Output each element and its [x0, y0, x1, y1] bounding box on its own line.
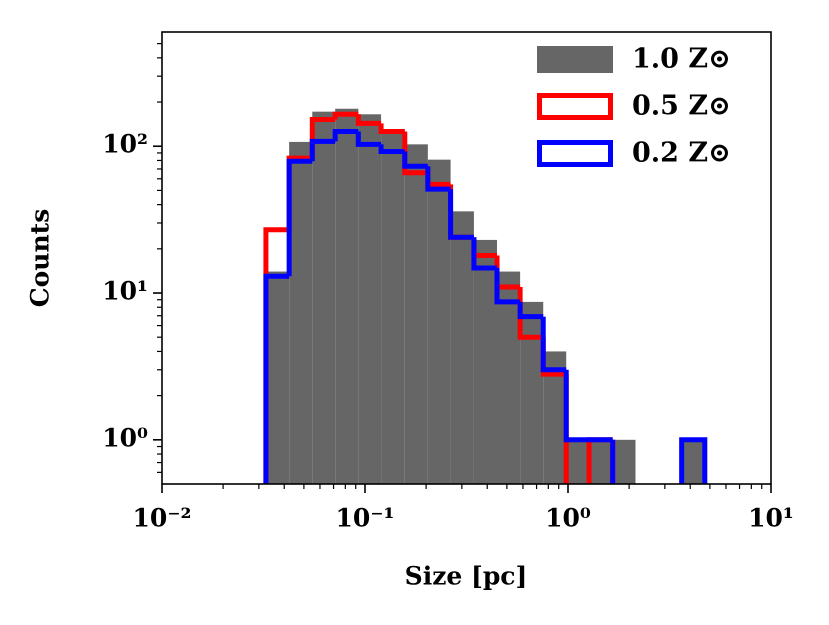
hist-bar	[497, 271, 521, 484]
hist-step	[332, 111, 359, 120]
hist-step	[378, 123, 405, 134]
hist-bar	[404, 144, 428, 484]
y-tick-label: 10⁰	[102, 423, 148, 452]
hist-bar	[335, 108, 359, 484]
hist-step	[540, 316, 567, 373]
y-axis-label: Counts	[26, 209, 55, 308]
hist-step	[402, 151, 428, 169]
hist-step	[517, 301, 544, 320]
hist-step	[425, 166, 451, 192]
x-tick-label: 10⁻²	[133, 504, 192, 533]
hist-bar	[566, 439, 590, 484]
hist-step	[286, 158, 313, 277]
hist-bar	[265, 271, 290, 484]
hist-bar	[589, 439, 613, 484]
hist-step	[355, 131, 382, 147]
hist-step	[494, 268, 521, 305]
hist-step	[610, 439, 616, 484]
hist-bar	[473, 239, 498, 484]
hist-step	[471, 237, 498, 271]
hist-bar	[520, 301, 544, 484]
legend-swatch	[537, 140, 613, 167]
hist-step	[355, 114, 382, 126]
hist-step	[402, 131, 428, 176]
hist-bar	[681, 439, 705, 484]
hist-bar	[450, 211, 474, 484]
hist-bar	[381, 129, 405, 484]
x-tick-label: 10¹	[748, 504, 794, 533]
hist-bar	[612, 439, 636, 484]
x-axis-label: Size [pc]	[405, 562, 528, 591]
hist-step	[563, 369, 590, 443]
hist-step	[448, 189, 474, 240]
hist-step	[309, 138, 336, 162]
legend-swatch	[537, 93, 613, 120]
legend-label: 1.0 Z⊙	[632, 44, 731, 75]
legend-swatch	[537, 46, 613, 73]
y-tick-label: 10¹	[102, 277, 148, 306]
x-tick-label: 10⁻¹	[336, 504, 395, 533]
legend-label: 0.5 Z⊙	[632, 91, 731, 122]
hist-step	[263, 273, 290, 484]
hist-bar	[427, 159, 451, 484]
plot-area	[263, 108, 708, 484]
y-tick-label: 10²	[102, 130, 148, 159]
hist-bar	[289, 141, 313, 484]
hist-bar	[358, 114, 382, 484]
legend-label: 0.2 Z⊙	[632, 138, 731, 169]
hist-step	[679, 437, 708, 484]
hist-step	[378, 144, 405, 155]
axes-frame	[161, 31, 772, 485]
hist-bar	[543, 351, 567, 484]
hist-bar	[312, 111, 336, 484]
x-tick-label: 10⁰	[545, 504, 591, 533]
hist-step	[332, 128, 359, 142]
